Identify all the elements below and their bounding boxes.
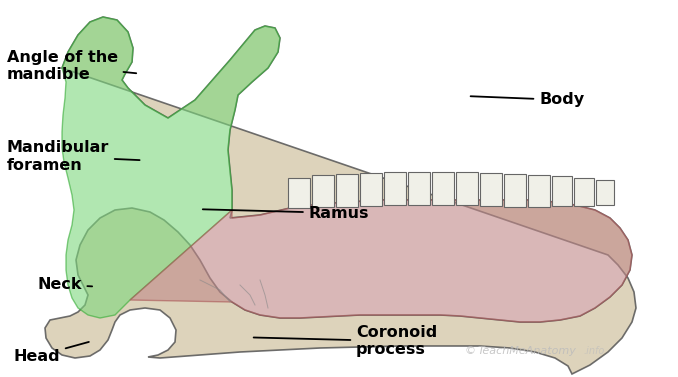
Text: Head: Head [14,342,89,364]
Text: .info: .info [583,346,605,356]
Polygon shape [288,178,310,208]
Text: Angle of the
mandible: Angle of the mandible [7,50,136,82]
Polygon shape [528,175,550,207]
Polygon shape [336,174,358,207]
Text: Coronoid
process: Coronoid process [254,325,437,357]
Text: TeachMeAnatomy: TeachMeAnatomy [478,346,577,356]
Text: ©: © [464,346,475,356]
Polygon shape [432,172,454,205]
Polygon shape [480,173,502,206]
Text: Body: Body [471,92,584,107]
Text: Mandibular
foramen: Mandibular foramen [7,140,140,173]
Text: Neck: Neck [37,277,92,292]
Polygon shape [408,172,430,205]
Polygon shape [62,17,280,318]
Polygon shape [574,178,594,206]
Polygon shape [45,17,636,374]
Text: Ramus: Ramus [203,205,369,221]
Polygon shape [504,174,526,207]
Polygon shape [312,175,334,207]
Polygon shape [596,180,614,205]
Polygon shape [384,172,406,205]
Polygon shape [456,172,478,205]
Polygon shape [552,176,572,206]
Polygon shape [130,200,632,322]
Polygon shape [360,173,382,206]
